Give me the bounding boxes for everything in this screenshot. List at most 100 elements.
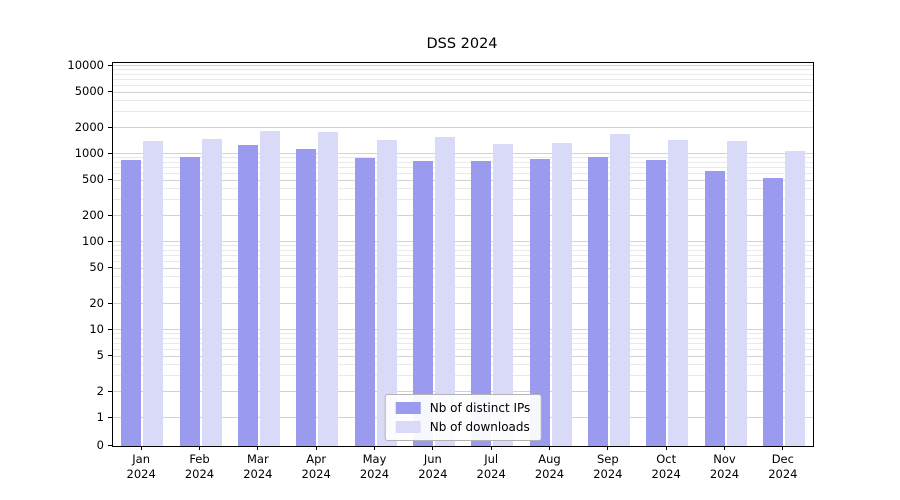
ytick-label-10: 10 bbox=[89, 322, 104, 336]
ytick-mark bbox=[108, 417, 112, 418]
bar-nb-of-distinct-ips-aug bbox=[529, 159, 550, 446]
legend-label: Nb of downloads bbox=[429, 420, 530, 434]
ytick-label-500: 500 bbox=[82, 172, 104, 187]
bar-nb-of-downloads-jun bbox=[434, 137, 455, 446]
bar-nb-of-distinct-ips-jul bbox=[471, 161, 492, 446]
gridline bbox=[113, 348, 813, 350]
gridline bbox=[113, 199, 813, 201]
xtick-mark bbox=[549, 446, 550, 450]
gridline bbox=[113, 267, 813, 269]
bar-nb-of-downloads-apr bbox=[318, 131, 339, 446]
xtick-year: 2024 bbox=[651, 467, 681, 481]
ytick-label-1000: 1000 bbox=[74, 146, 104, 160]
ytick-label-200: 200 bbox=[82, 207, 104, 222]
gridline bbox=[113, 245, 813, 247]
ytick-mark bbox=[108, 241, 112, 242]
gridline bbox=[113, 214, 813, 216]
xtick-year: 2024 bbox=[184, 467, 215, 481]
bar-nb-of-downloads-sep bbox=[609, 133, 630, 446]
gridline bbox=[113, 260, 813, 262]
xtick-label-oct: Oct 2024 bbox=[636, 452, 696, 482]
xtick-label-aug: Aug 2024 bbox=[520, 452, 580, 482]
xtick-mark bbox=[199, 446, 200, 450]
xtick-year: 2024 bbox=[126, 467, 156, 481]
gridline bbox=[113, 78, 813, 80]
gridline bbox=[113, 249, 813, 251]
legend-item: Nb of distinct IPs bbox=[395, 401, 531, 415]
xtick-year: 2024 bbox=[593, 467, 623, 481]
xtick-label-jan: Jan 2024 bbox=[111, 452, 171, 482]
legend-item: Nb of downloads bbox=[395, 420, 531, 434]
gridline bbox=[113, 241, 813, 242]
bar-nb-of-downloads-nov bbox=[726, 141, 747, 446]
ytick-mark bbox=[108, 91, 112, 93]
xtick-year: 2024 bbox=[709, 467, 740, 481]
gridline bbox=[113, 188, 813, 190]
bar-nb-of-distinct-ips-dec bbox=[762, 178, 783, 446]
gridline bbox=[113, 100, 813, 102]
gridline bbox=[113, 254, 813, 256]
xtick-mark bbox=[432, 446, 434, 450]
xtick-mark bbox=[374, 446, 375, 450]
ytick-label-10000: 10000 bbox=[67, 58, 104, 72]
xtick-month: Aug bbox=[538, 452, 561, 466]
gridline bbox=[113, 153, 813, 154]
xtick-year: 2024 bbox=[418, 467, 448, 481]
xtick-mark bbox=[257, 446, 259, 450]
gridline bbox=[113, 69, 813, 71]
ytick-label-100: 100 bbox=[82, 234, 104, 248]
ytick-mark bbox=[108, 445, 112, 446]
xtick-label-sep: Sep 2024 bbox=[578, 452, 638, 482]
gridline bbox=[113, 65, 813, 66]
ytick-mark bbox=[108, 179, 112, 181]
xtick-label-mar: Mar 2024 bbox=[228, 452, 288, 482]
bar-nb-of-downloads-feb bbox=[201, 138, 222, 446]
legend-label: Nb of distinct IPs bbox=[429, 401, 531, 415]
bar-nb-of-downloads-aug bbox=[551, 142, 572, 446]
xtick-month: Jun bbox=[423, 452, 442, 466]
ytick-label-2: 2 bbox=[96, 383, 104, 398]
xtick-year: 2024 bbox=[359, 467, 390, 481]
bar-nb-of-distinct-ips-may bbox=[354, 158, 375, 446]
chart-title: DSS 2024 bbox=[426, 36, 498, 52]
xtick-label-may: May 2024 bbox=[345, 452, 405, 482]
bar-nb-of-downloads-may bbox=[376, 139, 397, 446]
ytick-label-2000: 2000 bbox=[74, 119, 104, 134]
xtick-mark bbox=[607, 446, 609, 450]
ytick-mark bbox=[108, 267, 112, 269]
xtick-month: Jan bbox=[132, 452, 151, 466]
bar-nb-of-distinct-ips-nov bbox=[704, 171, 725, 446]
bar-nb-of-distinct-ips-jun bbox=[412, 161, 433, 446]
gridline bbox=[113, 84, 813, 86]
xtick-year: 2024 bbox=[243, 467, 273, 481]
xtick-month: Sep bbox=[596, 452, 619, 466]
xtick-year: 2024 bbox=[768, 467, 798, 481]
gridline bbox=[113, 161, 813, 163]
gridline bbox=[113, 166, 813, 168]
gridline bbox=[113, 157, 813, 159]
bar-nb-of-distinct-ips-oct bbox=[646, 160, 667, 446]
xtick-label-nov: Nov 2024 bbox=[695, 452, 755, 482]
bar-nb-of-distinct-ips-apr bbox=[296, 148, 317, 446]
gridline bbox=[113, 276, 813, 278]
xtick-label-jul: Jul 2024 bbox=[461, 452, 521, 482]
bar-nb-of-distinct-ips-jan bbox=[121, 159, 142, 446]
xtick-mark bbox=[665, 446, 667, 450]
gridline bbox=[113, 337, 813, 339]
gridline bbox=[113, 73, 813, 75]
legend-swatch-icon bbox=[395, 402, 421, 414]
xtick-label-apr: Apr 2024 bbox=[286, 452, 346, 482]
bar-nb-of-downloads-jan bbox=[143, 141, 164, 446]
gridline bbox=[113, 333, 813, 335]
gridline bbox=[113, 375, 813, 377]
xtick-mark bbox=[782, 446, 784, 450]
ytick-label-0: 0 bbox=[96, 438, 104, 452]
ytick-label-5: 5 bbox=[96, 348, 104, 363]
ytick-label-20: 20 bbox=[89, 295, 104, 310]
xtick-month: Mar bbox=[246, 452, 269, 466]
bar-nb-of-distinct-ips-mar bbox=[237, 145, 258, 446]
gridline bbox=[113, 390, 813, 392]
xtick-month: Apr bbox=[306, 452, 327, 466]
gridline bbox=[113, 302, 813, 304]
